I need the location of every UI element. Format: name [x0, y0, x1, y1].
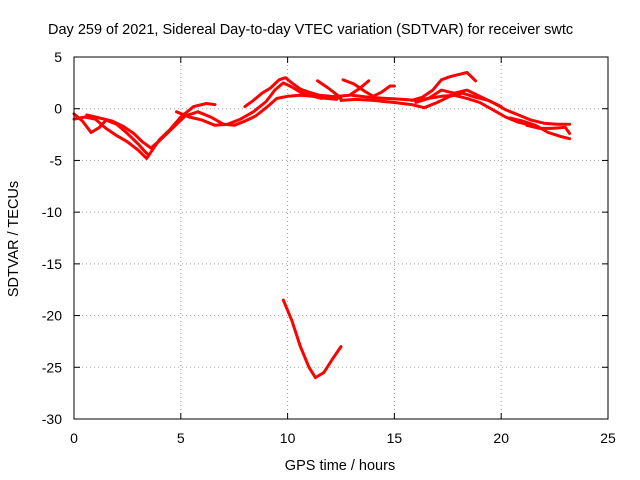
x-tick-label: 25 [600, 430, 616, 446]
y-tick-label: -15 [42, 256, 62, 272]
x-tick-label: 5 [177, 430, 185, 446]
x-tick-label: 20 [493, 430, 509, 446]
plot-frame [73, 56, 609, 420]
axis-ticks: 0 5 10 15 20 25 5 0 -5 -10 -15 -20 -25 -30 [42, 49, 616, 446]
series-line-arc-2 [72, 102, 217, 160]
series-line-arc-10 [410, 71, 478, 102]
x-tick-label: 0 [70, 430, 78, 446]
x-tick-label: 10 [280, 430, 296, 446]
series-line-arc-8 [339, 91, 503, 110]
grid [74, 57, 608, 419]
y-tick-label: -20 [42, 308, 62, 324]
y-tick-label: 0 [54, 101, 62, 117]
series-group [72, 71, 572, 380]
series-line-arc-9 [350, 93, 533, 127]
series-line-arc-3 [85, 93, 339, 150]
y-tick-label: -30 [42, 411, 62, 427]
chart-title: Day 259 of 2021, Sidereal Day-to-day VTE… [48, 22, 573, 38]
x-axis-label: GPS time / hours [285, 458, 395, 474]
series-line-arc-14 [281, 298, 343, 380]
y-tick-label: -25 [42, 359, 62, 375]
x-tick-label: 15 [387, 430, 403, 446]
y-tick-label: -10 [42, 204, 62, 220]
series-line-arc-4 [175, 81, 337, 127]
series-line-arc-13 [525, 123, 572, 135]
y-axis-label: SDTVAR / TECUs [6, 181, 22, 297]
series-line-arc-6 [316, 79, 371, 98]
y-tick-label: 5 [54, 49, 62, 65]
series-line-arc-5 [243, 76, 343, 109]
series-line-arc-11 [414, 88, 572, 126]
y-tick-label: -5 [50, 152, 63, 168]
